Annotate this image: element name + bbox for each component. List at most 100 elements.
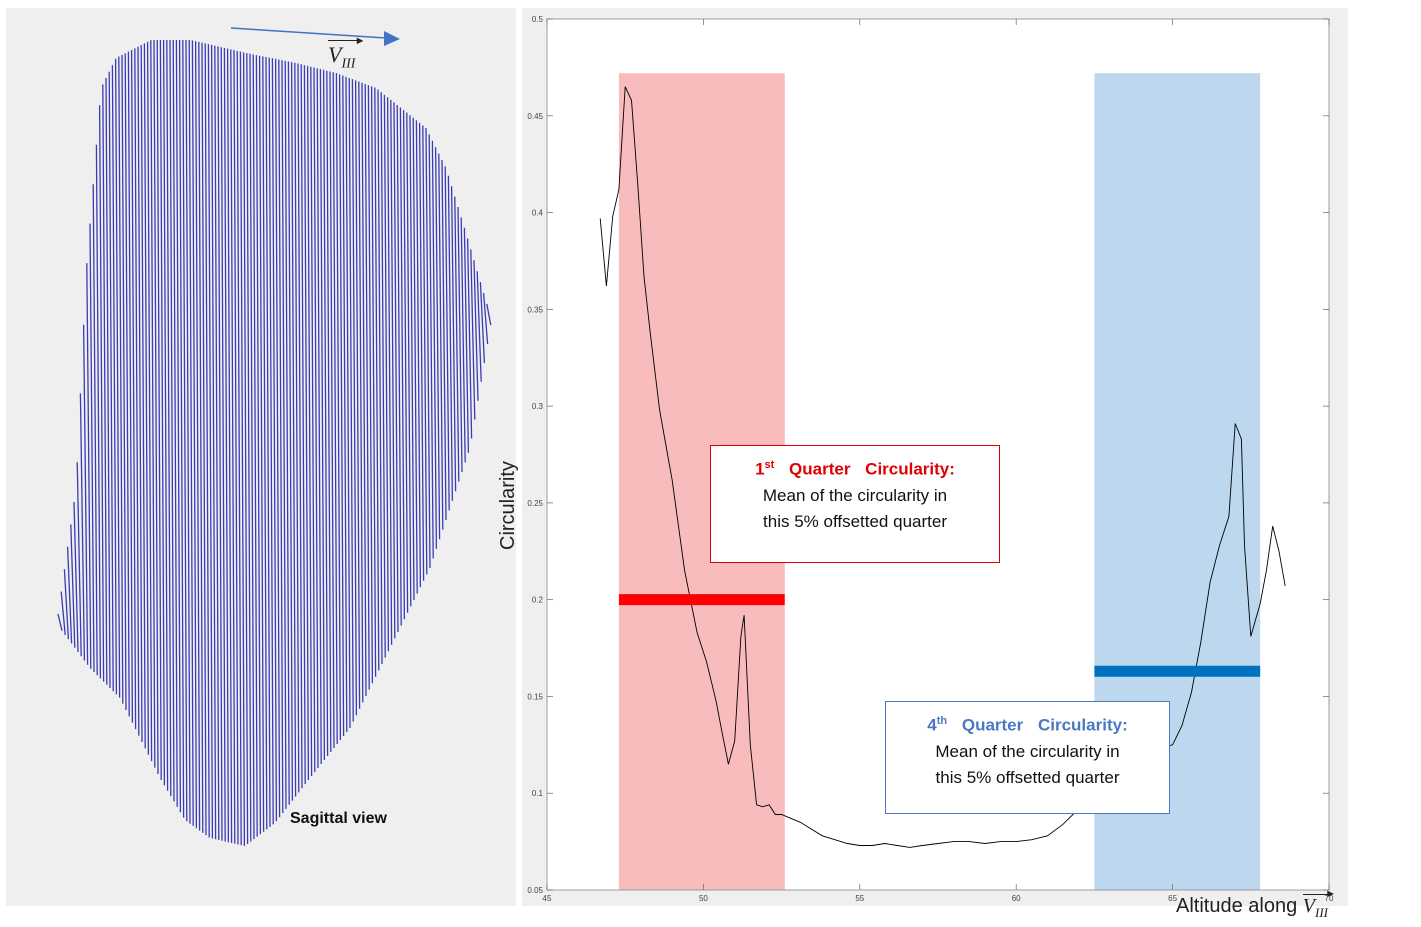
sagittal-hatch-line xyxy=(76,462,82,657)
sagittal-hatch-line xyxy=(396,104,402,626)
x-axis-label: Altitude along ► VIII xyxy=(1176,888,1336,921)
sagittal-hatch-line xyxy=(438,153,444,530)
sagittal-hatch-line xyxy=(204,43,210,838)
sagittal-hatch-line xyxy=(262,56,268,830)
sagittal-hatch-line xyxy=(297,63,303,789)
sagittal-hatch-line xyxy=(249,53,255,840)
sagittal-hatch-line xyxy=(124,53,130,717)
x-axis-vector-arrowhead: ► xyxy=(1325,888,1336,900)
sagittal-hatch-line xyxy=(236,50,242,846)
sagittal-hatch-line xyxy=(278,59,284,813)
sagittal-hatch-line xyxy=(220,47,226,842)
y-tick-label: 0.3 xyxy=(532,402,544,411)
y-tick-label: 0.25 xyxy=(527,499,543,508)
sagittal-hatch-line xyxy=(66,546,73,644)
circularity-series-line xyxy=(599,86,1286,848)
sagittal-hatch-line xyxy=(313,67,319,769)
sagittal-hatch-line xyxy=(214,45,220,841)
sagittal-hatch-line xyxy=(447,175,454,501)
x-tick-label: 55 xyxy=(855,894,864,903)
sagittal-hatch-line xyxy=(226,48,233,843)
y-tick-label: 0.15 xyxy=(527,692,543,701)
axes-box xyxy=(546,18,1330,891)
sagittal-hatch-line xyxy=(329,71,335,749)
vector-arrowhead: ► xyxy=(354,35,366,47)
direction-arrow-head xyxy=(384,31,400,46)
sagittal-hatch-line xyxy=(265,56,271,827)
sagittal-hatch-line xyxy=(137,46,143,743)
sagittal-hatch-line xyxy=(89,223,95,673)
sagittal-hatch-line xyxy=(463,227,470,453)
sagittal-hatch-line xyxy=(182,39,188,822)
sagittal-hatch-line xyxy=(159,39,166,786)
sagittal-hatch-line xyxy=(322,69,329,757)
fourth-quarter-title: Quarter Circularity: xyxy=(961,715,1128,735)
sagittal-hatch-line xyxy=(95,144,102,679)
sagittal-hatch-line xyxy=(86,263,92,669)
sagittal-hatch-line xyxy=(310,66,316,773)
x-axis-vector: ► VIII xyxy=(1302,888,1336,921)
sagittal-hatch-line xyxy=(386,97,393,645)
sagittal-view-label: Sagittal view xyxy=(290,810,387,827)
y-tick-label: 0.4 xyxy=(532,209,544,218)
y-tick-label: 0.45 xyxy=(527,112,543,121)
sagittal-hatch-line xyxy=(377,89,383,665)
sagittal-hatch-line xyxy=(252,54,258,837)
y-tick-label: 0.35 xyxy=(527,305,543,314)
first-quarter-ordinal: 1 xyxy=(755,459,765,479)
sagittal-hatch-line xyxy=(319,69,326,761)
sagittal-hatch-line xyxy=(185,39,191,824)
sagittal-hatch-line xyxy=(162,39,169,791)
sagittal-hatch-line xyxy=(358,81,364,703)
sagittal-hatch-line xyxy=(476,271,482,382)
sagittal-hatch-group xyxy=(57,39,492,846)
fourth-quarter-line2: this 5% offsetted quarter xyxy=(935,767,1120,787)
fourth-quarter-annotation: 4th Quarter Circularity: Mean of the cir… xyxy=(885,701,1170,814)
sagittal-hatch-line xyxy=(294,62,300,793)
sagittal-hatch-line xyxy=(60,591,66,635)
sagittal-hatch-line xyxy=(169,39,175,802)
sagittal-hatch-line xyxy=(351,79,358,716)
sagittal-hatch-line xyxy=(217,46,223,841)
sagittal-hatch-line xyxy=(230,49,236,844)
sagittal-hatch-line xyxy=(444,166,450,511)
x-tick-label: 65 xyxy=(1168,894,1177,903)
sagittal-hatch-line xyxy=(409,115,415,601)
sagittal-hatch-line xyxy=(70,524,76,648)
sagittal-hatch-line xyxy=(434,147,441,540)
sagittal-hatch-line xyxy=(178,39,185,818)
sagittal-hatch-line xyxy=(425,127,431,569)
sagittal-hatch-line xyxy=(399,107,406,620)
sagittal-hatch-line xyxy=(146,41,153,762)
sagittal-hatch-line xyxy=(79,393,86,661)
sagittal-hatch-line xyxy=(345,76,351,729)
sagittal-hatch-line xyxy=(98,105,105,682)
sagittal-hatch-line xyxy=(210,44,217,840)
sagittal-hatch-line xyxy=(287,61,294,801)
first-quarter-line1: Mean of the circularity in xyxy=(762,485,948,505)
fourth-quarter-heading: 4th Quarter Circularity: xyxy=(896,708,1159,739)
sagittal-hatch-line xyxy=(191,40,198,829)
sagittal-hatch-line xyxy=(121,54,127,711)
sagittal-hatch-line xyxy=(274,58,281,818)
sagittal-hatch-line xyxy=(290,62,297,797)
sagittal-hatch-line xyxy=(486,303,492,326)
x-axis-label-text: Altitude along xyxy=(1176,895,1303,917)
sagittal-hatch-line xyxy=(194,41,201,831)
sagittal-hatch-line xyxy=(383,94,390,652)
x-axis-vector-letter: V xyxy=(1302,895,1315,917)
sagittal-hatch-line xyxy=(207,44,214,839)
sagittal-hatch-line xyxy=(431,140,438,549)
y-tick-label: 0.5 xyxy=(532,15,544,24)
sagittal-hatch-line xyxy=(57,613,63,631)
sagittal-hatch-line xyxy=(281,60,287,809)
x-tick-label: 45 xyxy=(543,894,552,903)
sagittal-hatch-line xyxy=(441,159,447,521)
sagittal-hatch-line xyxy=(255,55,262,835)
sagittal-hatch-line xyxy=(306,65,313,777)
first-quarter-ordinal-suffix: st xyxy=(764,459,775,471)
fourth-quarter-ordinal-suffix: th xyxy=(936,715,948,727)
first-quarter-title: Quarter Circularity: xyxy=(789,459,955,479)
sagittal-hatch-line xyxy=(233,50,239,845)
y-tick-label: 0.1 xyxy=(532,789,544,798)
